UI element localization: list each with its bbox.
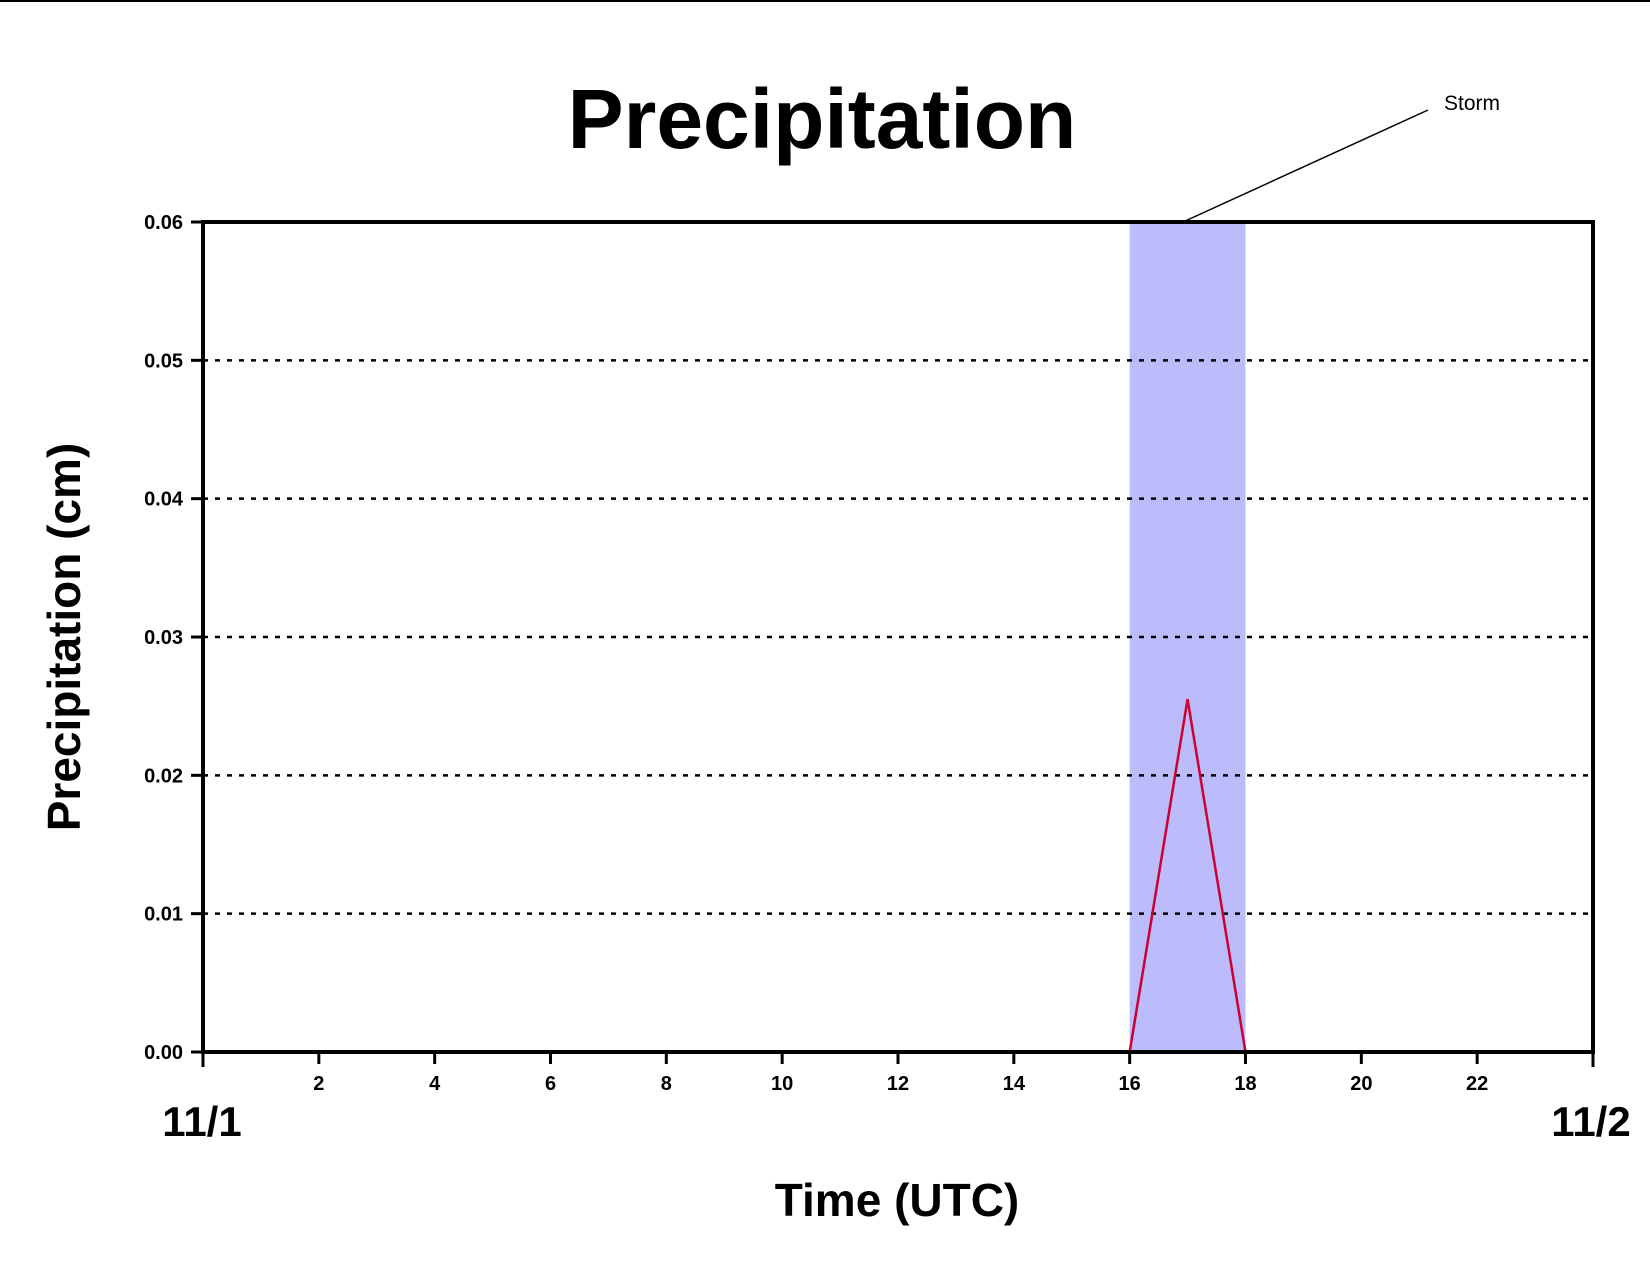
top-border-line [0, 0, 1650, 2]
x-tick-label-0: 2 [313, 1073, 324, 1095]
x-tick-label-4: 10 [771, 1073, 793, 1095]
y-tick-label-1: 0.01 [144, 904, 183, 926]
x-tick-label-8: 18 [1234, 1073, 1256, 1095]
y-tick-label-2: 0.02 [144, 765, 183, 787]
annotation-storm-label: Storm [1444, 92, 1500, 115]
x-tick-label-1: 4 [429, 1073, 441, 1095]
y-axis-label: Precipitation (cm) [38, 443, 90, 832]
x-tick-label-2: 6 [545, 1073, 556, 1095]
x-tick-label-6: 14 [1003, 1073, 1026, 1095]
y-tick-label-4: 0.04 [144, 489, 184, 511]
x-tick-label-5: 12 [887, 1073, 909, 1095]
x-tick-label-10: 22 [1466, 1073, 1488, 1095]
chart-title: Precipitation [568, 72, 1077, 166]
x-axis-label: Time (UTC) [775, 1174, 1020, 1226]
y-tick-label-0: 0.00 [144, 1042, 183, 1064]
date-label-end: 11/2 [1551, 1098, 1630, 1145]
x-tick-label-3: 8 [661, 1073, 672, 1095]
date-label-start: 11/1 [162, 1098, 241, 1145]
y-tick-label-3: 0.03 [144, 627, 183, 649]
y-tick-label-6: 0.06 [144, 212, 183, 234]
annotation-leader-line [1182, 109, 1429, 223]
y-tick-label-5: 0.05 [144, 350, 183, 372]
series-line-0 [203, 699, 1593, 1054]
x-tick-label-7: 16 [1119, 1073, 1141, 1095]
x-tick-label-9: 20 [1350, 1073, 1372, 1095]
